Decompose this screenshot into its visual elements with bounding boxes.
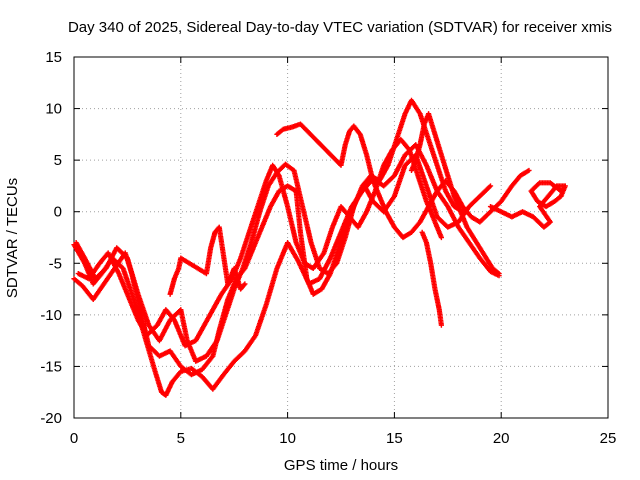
y-tick-label: 0 [54, 204, 62, 221]
x-tick-label: 15 [386, 430, 403, 447]
series-track-8 [487, 180, 568, 230]
x-axis-label: GPS time / hours [284, 457, 398, 474]
data-point [242, 281, 248, 287]
y-tick-label: 10 [45, 101, 62, 118]
y-tick-label: -10 [40, 307, 62, 324]
y-tick-label: -20 [40, 410, 62, 427]
y-tick-label: 5 [54, 152, 62, 169]
x-tick-label: 20 [493, 430, 510, 447]
x-tick-label: 10 [279, 430, 296, 447]
x-tick-label: 25 [600, 430, 617, 447]
plot-frame [73, 56, 609, 419]
data-point [526, 167, 532, 174]
series-track-4 [75, 136, 444, 349]
y-tick-label: -15 [40, 358, 62, 375]
data-series [71, 97, 568, 398]
x-tick-label: 5 [177, 430, 185, 447]
y-axis-label: SDTVAR / TECUs [4, 178, 21, 298]
series-track-1 [71, 142, 502, 398]
data-point [438, 322, 444, 328]
chart-title: Day 340 of 2025, Sidereal Day-to-day VTE… [68, 19, 612, 36]
y-tick-label: -5 [49, 255, 62, 272]
series-track-3 [73, 97, 466, 364]
data-point [558, 188, 564, 194]
data-point [241, 282, 247, 288]
x-tick-label: 0 [70, 430, 78, 447]
data-point [438, 234, 444, 241]
data-point [487, 183, 494, 189]
data-point [496, 271, 502, 277]
y-tick-label: 15 [45, 49, 62, 66]
axis-ticks: 0 5 10 15 20 25 -20 -15 -10 -5 0 5 10 15 [40, 49, 616, 447]
series-track-9 [167, 224, 248, 297]
series-track-6 [408, 111, 502, 277]
series-track-5 [274, 121, 532, 241]
series-track-7 [419, 229, 444, 328]
